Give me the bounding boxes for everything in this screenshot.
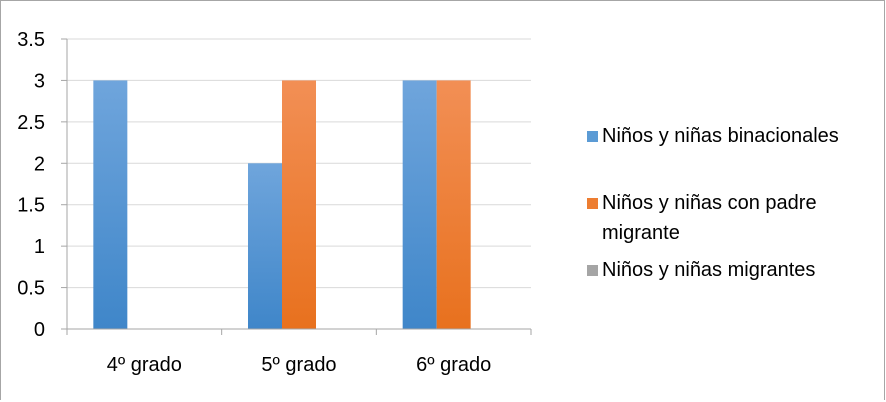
x-tick-label: 6º grado: [416, 354, 491, 376]
x-tick-label: 4º grado: [107, 354, 182, 376]
legend-swatch-gray: [587, 265, 598, 276]
x-axis-tick-labels: 4º grado 5º grado 6º grado: [107, 354, 491, 376]
bar-1-1: [93, 80, 128, 329]
legend-swatch-orange: [587, 198, 598, 209]
y-tick-label: 2.5: [17, 112, 45, 134]
bar-2-3: [436, 80, 471, 329]
legend-item-migrantes: Niños y niñas migrantes: [587, 255, 877, 285]
legend-item-padre-migrante: Niños y niñas con padre migrante: [587, 188, 877, 248]
legend-label: Niños y niñas binacionales: [602, 125, 839, 147]
legend-swatch-blue: [587, 131, 598, 142]
axes: [66, 39, 532, 335]
legend-item-binacionales: Niños y niñas binacionales: [587, 121, 877, 151]
bars: [93, 80, 471, 329]
legend-label: Niños y niñas migrantes: [602, 259, 816, 281]
bar-2-2: [282, 80, 316, 329]
y-tick-label: 0.5: [17, 278, 45, 300]
y-tick-label: 0: [34, 319, 45, 341]
legend-label: Niños y niñas con padre migrante: [602, 192, 817, 244]
y-axis-tick-labels: 0 0.5 1 1.5 2 2.5 3 3.5: [17, 29, 45, 341]
y-tick-label: 1.5: [17, 195, 45, 217]
y-tick-label: 1: [34, 236, 45, 258]
y-tick-label: 3.5: [17, 29, 45, 51]
y-tick-label: 3: [34, 70, 45, 92]
bar-1-3: [402, 80, 437, 329]
y-tick-label: 2: [34, 153, 45, 175]
bar-1-2: [248, 163, 282, 329]
x-tick-label: 5º grado: [261, 354, 336, 376]
